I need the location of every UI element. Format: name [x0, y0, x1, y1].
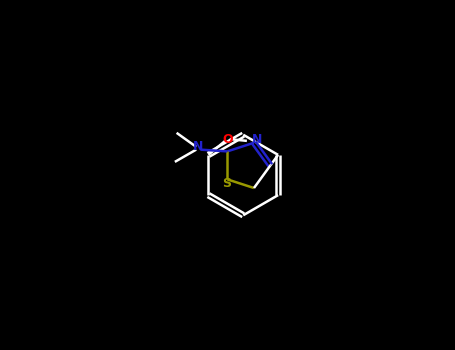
Text: O: O	[222, 133, 233, 146]
Text: S: S	[222, 177, 231, 190]
Text: N: N	[252, 133, 262, 146]
Text: N: N	[192, 140, 203, 153]
